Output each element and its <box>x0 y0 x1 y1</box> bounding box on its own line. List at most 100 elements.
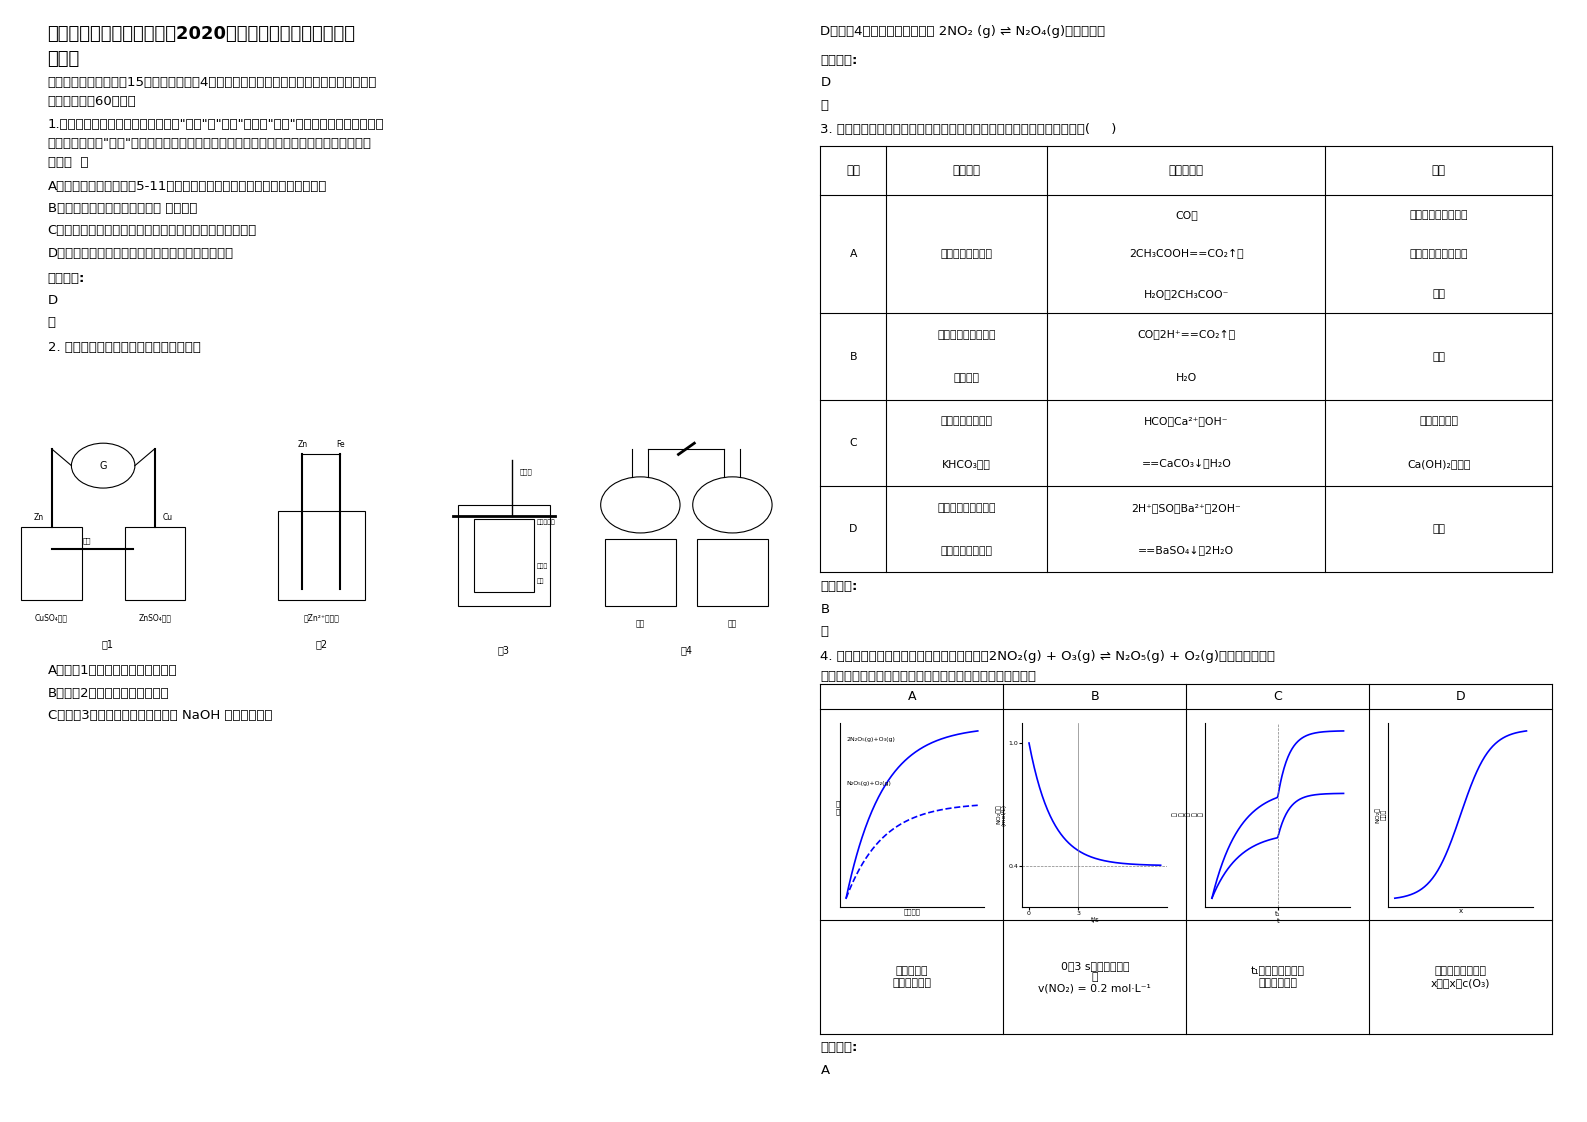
Text: 2. 下列各组实验装置能达到实验目的的是: 2. 下列各组实验装置能达到实验目的的是 <box>48 341 200 355</box>
Y-axis label: 速
率: 速 率 <box>836 800 840 815</box>
Text: CO＋: CO＋ <box>1174 210 1198 220</box>
Text: 碳酸钠溶液中滴加过: 碳酸钠溶液中滴加过 <box>938 330 997 340</box>
X-axis label: t/s: t/s <box>1090 917 1100 923</box>
Text: B．用图2所示装置在铁棒上镀锌: B．用图2所示装置在铁棒上镀锌 <box>48 687 170 700</box>
Text: t₁时加入催化剂，
平衡正向移动: t₁时加入催化剂， 平衡正向移动 <box>1251 966 1305 988</box>
Y-axis label: NO₂的
转化率: NO₂的 转化率 <box>1374 807 1387 822</box>
Text: ==CaCO₃↓＋H₂O: ==CaCO₃↓＋H₂O <box>1141 459 1232 469</box>
Text: 参考答案:: 参考答案: <box>820 1041 859 1055</box>
Text: Cu: Cu <box>162 513 173 522</box>
Text: 化学反应: 化学反应 <box>952 164 981 177</box>
Text: D: D <box>849 524 857 534</box>
Text: 编号: 编号 <box>846 164 860 177</box>
Text: 1.近年来，我国部分地区陆续发现了"毒油"和"毒米"，所谓"毒油"是指混有汽油的食用油，: 1.近年来，我国部分地区陆续发现了"毒油"和"毒米"，所谓"毒油"是指混有汽油的… <box>48 118 384 131</box>
Text: C: C <box>849 438 857 448</box>
Text: 盐桥: 盐桥 <box>83 537 92 543</box>
Bar <box>457 505 549 606</box>
Text: 参考答案:: 参考答案: <box>48 272 86 285</box>
Text: 达平衡时，仅改变
x，则x为c(O₃): 达平衡时，仅改变 x，则x为c(O₃) <box>1431 966 1490 988</box>
Text: D: D <box>820 76 830 90</box>
Text: 略: 略 <box>820 99 828 112</box>
Text: 含Zn²⁺电镀液: 含Zn²⁺电镀液 <box>303 614 340 623</box>
Text: G: G <box>100 461 106 470</box>
Text: 图1: 图1 <box>102 640 113 650</box>
Bar <box>605 539 676 606</box>
Text: D: D <box>48 294 57 307</box>
Text: C．可用静置后看其是否分层来判断食用油中是否混有汽油: C．可用静置后看其是否分层来判断食用油中是否混有汽油 <box>48 224 257 238</box>
Text: 略: 略 <box>48 316 56 330</box>
Text: Ca(OH)₂的配比: Ca(OH)₂的配比 <box>1408 459 1471 469</box>
Text: 不宜食用。所谓"毒米"是指用石蜡等工业油加工的大米，威胁人们的健康。下列说法中正确: 不宜食用。所谓"毒米"是指用石蜡等工业油加工的大米，威胁人们的健康。下列说法中正… <box>48 137 371 150</box>
Text: 温度计: 温度计 <box>521 468 533 475</box>
X-axis label: x: x <box>1458 908 1463 914</box>
Text: 升高温度，
平衡常数减小: 升高温度， 平衡常数减小 <box>892 966 932 988</box>
Text: C．用图3所示装置测定稀硫酸和稀 NaOH 反应的中和热: C．用图3所示装置测定稀硫酸和稀 NaOH 反应的中和热 <box>48 709 271 723</box>
Text: A: A <box>820 1064 830 1077</box>
Text: 的是（  ）: 的是（ ） <box>48 156 89 169</box>
Text: KHCO₃溶液: KHCO₃溶液 <box>943 459 992 469</box>
Text: A．汽油是含碳原子数为5-11的多种烃的混合物，汽油只能由石油分馏得到: A．汽油是含碳原子数为5-11的多种烃的混合物，汽油只能由石油分馏得到 <box>48 180 327 193</box>
Y-axis label: NO₂浓度
(mol/L): NO₂浓度 (mol/L) <box>995 803 1008 826</box>
Text: 参考答案:: 参考答案: <box>820 580 859 594</box>
Text: 0～3 s内，反应速率
为
v(NO₂) = 0.2 mol·L⁻¹: 0～3 s内，反应速率 为 v(NO₂) = 0.2 mol·L⁻¹ <box>1038 960 1151 994</box>
Text: 2CH₃COOH==CO₂↑＋: 2CH₃COOH==CO₂↑＋ <box>1128 249 1244 259</box>
X-axis label: 反应过程: 反应过程 <box>903 908 920 914</box>
Text: 解质，不应写成离子: 解质，不应写成离子 <box>1409 249 1468 259</box>
Text: 图4: 图4 <box>681 645 692 655</box>
Text: H₂O: H₂O <box>1176 374 1197 383</box>
Text: D．用图4所示装置研究温度对 2NO₂ (g) ⇌ N₂O₄(g)平衡的影响: D．用图4所示装置研究温度对 2NO₂ (g) ⇌ N₂O₄(g)平衡的影响 <box>820 25 1106 38</box>
Text: 江苏省泰州市民兴实验中学2020年高二化学下学期期末试题: 江苏省泰州市民兴实验中学2020年高二化学下学期期末试题 <box>48 25 355 43</box>
Bar <box>124 527 184 600</box>
Text: 密闭容器中进行，下列由该反应相关图像作出的判断正确的是: 密闭容器中进行，下列由该反应相关图像作出的判断正确的是 <box>820 670 1036 683</box>
Text: B．食用油属纯净物，石蜡汽油 属混合物: B．食用油属纯净物，石蜡汽油 属混合物 <box>48 202 197 215</box>
Text: 热水: 热水 <box>636 619 644 628</box>
Text: 氢氧化钡溶液混合: 氢氧化钡溶液混合 <box>941 545 993 555</box>
Text: Zn: Zn <box>33 513 43 522</box>
Text: 正确: 正确 <box>1431 351 1446 361</box>
Text: 图3: 图3 <box>498 645 509 655</box>
Text: B: B <box>820 603 830 616</box>
Text: 冰水: 冰水 <box>728 619 736 628</box>
Text: CO＋2H⁺==CO₂↑＋: CO＋2H⁺==CO₂↑＋ <box>1138 330 1235 340</box>
Bar <box>473 519 533 592</box>
Text: 2N₂O₅(g)+O₃(g): 2N₂O₅(g)+O₃(g) <box>847 737 895 743</box>
Text: 泡沫塑料板: 泡沫塑料板 <box>536 519 555 524</box>
Text: A: A <box>908 690 916 703</box>
Text: B: B <box>1090 690 1100 703</box>
X-axis label: t: t <box>1276 918 1279 925</box>
Text: 评价: 评价 <box>1431 164 1446 177</box>
Text: CuSO₄溶液: CuSO₄溶液 <box>35 614 68 623</box>
Text: Zn: Zn <box>297 440 308 449</box>
Text: 碎泡沫: 碎泡沫 <box>536 564 549 569</box>
Text: 略: 略 <box>820 625 828 638</box>
Text: 含解析: 含解析 <box>48 50 79 68</box>
Text: 形式: 形式 <box>1431 288 1446 298</box>
Text: 题目要求，共60分。）: 题目要求，共60分。） <box>48 95 136 109</box>
Text: 3. 下列是某同学对相应反应的离子方程式所作的评价，其中评价合理的是(     ): 3. 下列是某同学对相应反应的离子方程式所作的评价，其中评价合理的是( ) <box>820 123 1117 137</box>
Text: 量的盐酸: 量的盐酸 <box>954 374 979 383</box>
Text: D: D <box>1455 690 1465 703</box>
Text: 正确: 正确 <box>1431 524 1446 534</box>
Text: H₂O＋2CH₃COO⁻: H₂O＋2CH₃COO⁻ <box>1144 288 1228 298</box>
Text: B: B <box>849 351 857 361</box>
Text: 石灰水中滴加少量: 石灰水中滴加少量 <box>941 416 993 426</box>
Text: ==BaSO₄↓＋2H₂O: ==BaSO₄↓＋2H₂O <box>1138 545 1235 555</box>
Text: A: A <box>849 249 857 259</box>
Text: A．用图1所示装置组成锌铜原电池: A．用图1所示装置组成锌铜原电池 <box>48 664 178 678</box>
Y-axis label: 正
反
应
速
率: 正 反 应 速 率 <box>1173 812 1205 817</box>
Text: 图2: 图2 <box>316 640 327 650</box>
Text: 一、单选题（本大题共15个小题，每小题4分。在每小题给出的四个选项中，只有一项符合: 一、单选题（本大题共15个小题，每小题4分。在每小题给出的四个选项中，只有一项符… <box>48 76 378 90</box>
Text: D．食用油属酯类，石蜡属烃类，均属小分子化合物: D．食用油属酯类，石蜡属烃类，均属小分子化合物 <box>48 247 233 260</box>
Bar <box>697 539 768 606</box>
Text: 离子方程式: 离子方程式 <box>1168 164 1205 177</box>
Text: ZnSO₄溶液: ZnSO₄溶液 <box>138 614 171 623</box>
Text: Fe: Fe <box>336 440 344 449</box>
Text: 塑料: 塑料 <box>536 579 544 583</box>
Bar <box>278 511 365 600</box>
Text: 错误，不满足: 错误，不满足 <box>1419 416 1458 426</box>
Text: C: C <box>1273 690 1282 703</box>
Text: 错误，碳酸钙是弱电: 错误，碳酸钙是弱电 <box>1409 210 1468 220</box>
Text: 碳酸钙与醋酸反应: 碳酸钙与醋酸反应 <box>941 249 993 259</box>
Text: HCO＋Ca²⁺＋OH⁻: HCO＋Ca²⁺＋OH⁻ <box>1144 416 1228 426</box>
Text: N₂O₅(g)+O₂(g): N₂O₅(g)+O₂(g) <box>847 781 892 787</box>
